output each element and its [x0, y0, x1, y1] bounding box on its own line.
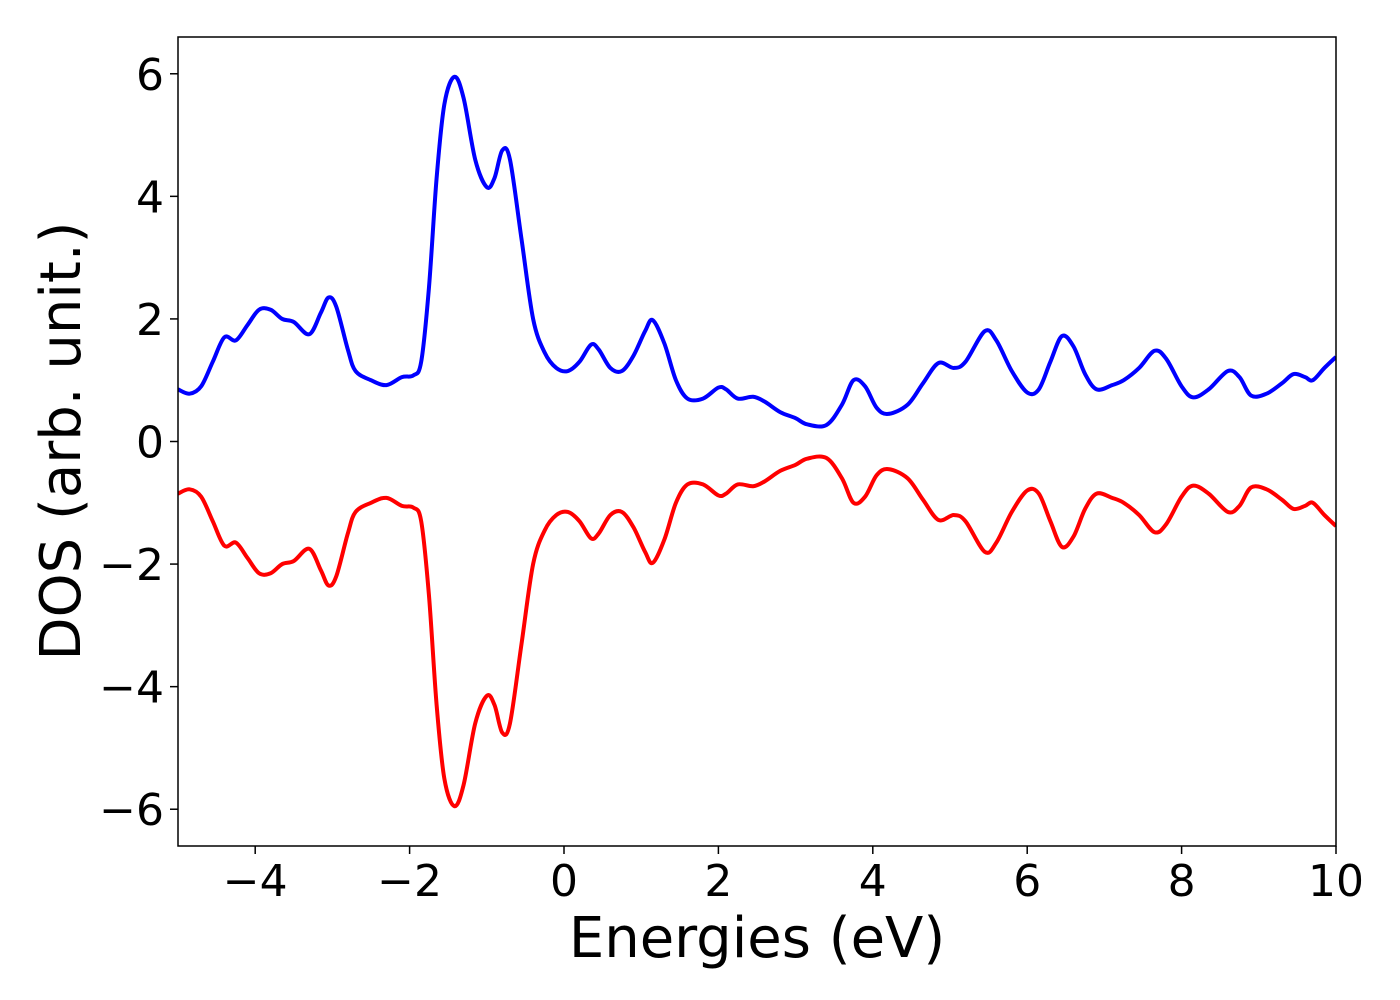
x-tick-label: 4: [859, 856, 887, 907]
x-tick-label: −2: [377, 856, 442, 907]
x-tick-label: 10: [1308, 856, 1364, 907]
x-tick-label: 6: [1013, 856, 1041, 907]
y-tick-label: 0: [136, 418, 164, 469]
y-tick-label: 6: [136, 50, 164, 101]
y-tick-label: −2: [99, 540, 164, 591]
plot-area: [178, 74, 1336, 809]
y-tick-label: 2: [136, 295, 164, 346]
dos-line: [178, 74, 1336, 429]
x-axis-label: Energies (eV): [569, 906, 945, 971]
x-tick-label: 8: [1168, 856, 1196, 907]
x-tick-label: −4: [223, 856, 288, 907]
y-tick-label: 4: [136, 172, 164, 223]
y-axis-label: DOS (arb. unit.): [29, 221, 94, 660]
x-tick-label: 0: [550, 856, 578, 907]
dos-line: [178, 454, 1336, 809]
plot-frame: [177, 36, 1337, 847]
y-tick-label: −4: [99, 663, 164, 714]
x-tick-label: 2: [704, 856, 732, 907]
y-tick-label: −6: [99, 785, 164, 836]
